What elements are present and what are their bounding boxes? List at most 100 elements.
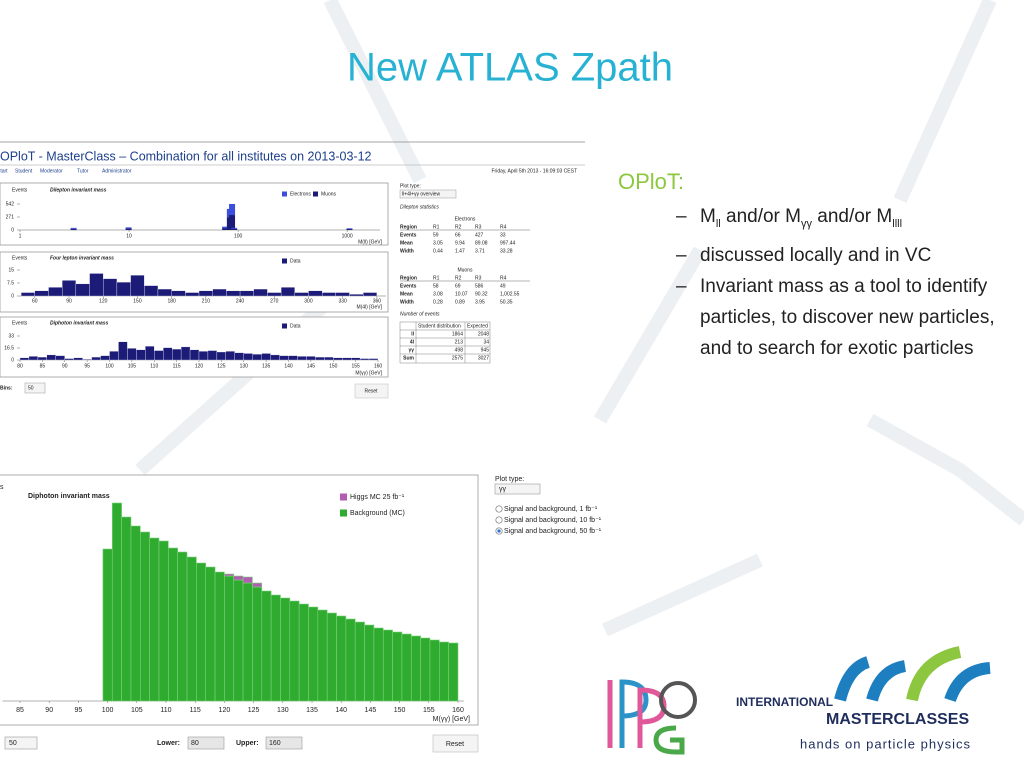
bar xyxy=(289,600,300,702)
section-title: Number of events xyxy=(400,311,440,317)
table-cell: 427 xyxy=(475,232,484,238)
bar xyxy=(144,285,159,297)
bar xyxy=(207,350,218,361)
bar xyxy=(261,590,272,702)
table-header: R1 xyxy=(433,224,440,230)
x-tick-label: 105 xyxy=(128,363,137,369)
table-cell: 50.35 xyxy=(500,299,513,305)
table-caption: Muons xyxy=(457,267,473,273)
button[interactable] xyxy=(354,383,389,399)
radio[interactable] xyxy=(495,505,503,513)
select[interactable] xyxy=(24,382,46,394)
x-tick-label: 95 xyxy=(84,363,90,369)
bar xyxy=(359,358,370,361)
table-header: Region xyxy=(400,224,417,230)
input[interactable] xyxy=(265,736,303,750)
bar xyxy=(62,280,77,297)
table-cell: 498 xyxy=(455,347,464,353)
bar xyxy=(252,582,263,588)
radio-label[interactable]: Signal and background, 1 fb⁻¹ xyxy=(504,506,598,513)
bar xyxy=(20,292,35,297)
bar xyxy=(163,347,173,361)
bar xyxy=(335,292,350,297)
logo-tagline: hands on particle physics xyxy=(800,736,971,751)
y-tick-label: 542 xyxy=(6,201,15,207)
bar xyxy=(100,355,110,361)
radio[interactable] xyxy=(495,516,503,524)
bar xyxy=(28,356,39,361)
bar xyxy=(315,356,325,361)
table-cell: 3.71 xyxy=(475,248,485,254)
x-tick-label: 105 xyxy=(131,707,143,714)
x-tick-label: 120 xyxy=(99,298,108,304)
bar xyxy=(349,294,364,297)
table-cell: Mean xyxy=(400,291,413,297)
radio-label[interactable]: Signal and background, 50 fb⁻¹ xyxy=(504,528,602,535)
heading: OPloT: xyxy=(618,169,685,194)
bar xyxy=(224,575,235,702)
bar xyxy=(158,540,169,702)
table-cell: 1,002.55 xyxy=(500,291,520,297)
nav-link[interactable]: Tutor xyxy=(77,168,89,174)
bullet-text: llll xyxy=(892,217,903,230)
bar xyxy=(145,346,155,361)
bar xyxy=(420,637,431,702)
bar xyxy=(346,229,353,230)
nav-link[interactable]: Moderator xyxy=(40,168,63,174)
x-tick-label: 135 xyxy=(306,707,318,714)
bar xyxy=(229,204,236,216)
table-cell: 586 xyxy=(475,283,484,289)
bar xyxy=(368,358,379,361)
table-cell: Mean xyxy=(400,240,413,246)
y-axis-label: s xyxy=(0,484,4,491)
slide-title: New ATLAS Zpath xyxy=(347,46,673,90)
table-cell: 1864 xyxy=(452,331,463,337)
bar xyxy=(308,606,319,702)
nav-link[interactable]: Start xyxy=(0,168,8,174)
table-cell: 213 xyxy=(455,339,464,345)
x-tick-label: 90 xyxy=(66,298,72,304)
bar xyxy=(326,612,337,702)
logo-text: MASTERCLASSES xyxy=(826,711,969,728)
bar xyxy=(261,353,271,361)
table-cell: 49 xyxy=(500,283,506,289)
plot-frame xyxy=(0,316,389,378)
bar xyxy=(116,281,131,297)
nav-link[interactable]: Administrator xyxy=(102,168,132,174)
bar xyxy=(118,341,128,361)
bar xyxy=(180,346,191,361)
x-axis-label: M(4l) [GeV] xyxy=(356,304,382,310)
bar xyxy=(222,228,229,230)
bar xyxy=(270,354,280,361)
table-cell: 2575 xyxy=(452,355,463,361)
bar xyxy=(70,227,77,229)
x-tick-label: 115 xyxy=(190,707,201,714)
table-cell: 3.95 xyxy=(475,299,485,305)
table-cell: 59 xyxy=(433,232,439,238)
table-header: R2 xyxy=(455,224,462,230)
select[interactable] xyxy=(399,189,457,199)
x-tick-label: 145 xyxy=(365,707,377,714)
legend-swatch xyxy=(282,191,287,197)
bar xyxy=(270,594,281,702)
select[interactable] xyxy=(4,736,38,750)
bar xyxy=(222,226,229,229)
button[interactable] xyxy=(432,734,479,753)
bar xyxy=(410,635,421,702)
x-tick-label: 160 xyxy=(452,707,464,714)
select[interactable] xyxy=(494,483,541,495)
y-axis-label: Events xyxy=(12,255,28,261)
bar xyxy=(252,586,263,702)
bar xyxy=(224,573,235,577)
radio-label[interactable]: Signal and background, 10 fb⁻¹ xyxy=(504,517,602,524)
bullet-text: M xyxy=(700,206,716,227)
bar xyxy=(55,355,65,361)
bar xyxy=(102,548,113,702)
x-tick-label: 120 xyxy=(219,707,231,714)
radio-dot xyxy=(497,529,501,533)
bar xyxy=(233,579,244,702)
table-cell: 0.44 xyxy=(433,248,443,254)
input[interactable] xyxy=(187,736,225,750)
bar xyxy=(363,292,378,297)
nav-link[interactable]: Student xyxy=(15,168,33,174)
